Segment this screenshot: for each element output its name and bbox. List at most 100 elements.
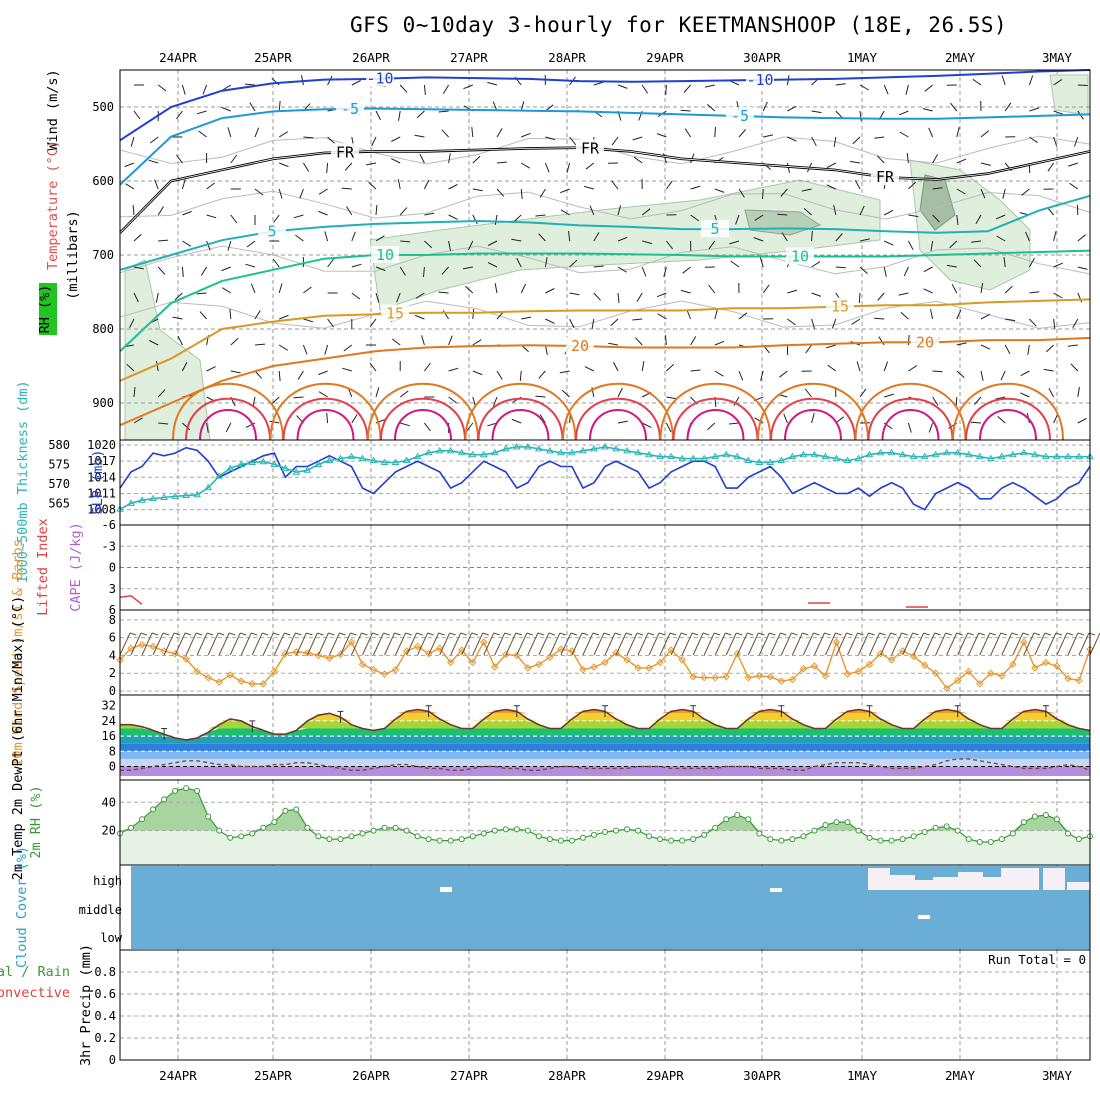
wind-barb [391, 338, 401, 346]
thickness-marker [512, 442, 521, 450]
surface-wind-barb [670, 632, 682, 656]
rh-marker [458, 836, 465, 843]
surface-wind-barb [758, 632, 770, 656]
surface-wind-barb [394, 632, 401, 636]
wind-barb [318, 370, 328, 376]
wind-barb [714, 340, 725, 346]
contour-label-bg [701, 220, 729, 238]
wind-barb [149, 340, 159, 346]
temperature-contour [952, 382, 1064, 441]
wind-barb [714, 126, 716, 138]
surface-wind-barb [471, 632, 478, 636]
wind-barb [907, 422, 912, 433]
thickness-marker [391, 458, 400, 465]
wind-barb [956, 370, 965, 378]
surface-wind-barb [593, 632, 605, 656]
wind-barb [206, 366, 216, 372]
surface-wind-barb [317, 632, 324, 636]
thickness-marker [1008, 450, 1017, 458]
wind-barb [1069, 182, 1079, 190]
rh-marker [216, 827, 223, 834]
surface-wind-barb [802, 632, 809, 636]
wind-barb [318, 391, 328, 398]
rh-marker [513, 826, 520, 833]
wind-speed-marker [546, 653, 554, 661]
wind-barb [344, 162, 353, 171]
axis-title-thickness: 1000~500mb Thickness (dm) [15, 380, 31, 583]
surface-wind-barb [262, 632, 274, 656]
wind-barb [230, 337, 239, 346]
rh-marker [205, 813, 212, 820]
temperature-band [120, 766, 1090, 776]
surface-wind-barb [427, 632, 434, 636]
li-tick-label: 6 [109, 603, 116, 617]
surface-wind-barb [769, 632, 781, 656]
surface-wind-barb [130, 632, 142, 656]
rh-marker [712, 824, 719, 831]
wind-barb [559, 370, 570, 374]
thickness-marker [733, 452, 742, 460]
wind-barb [684, 128, 692, 138]
rh-contour [119, 245, 1091, 275]
rh-marker [590, 831, 597, 838]
surface-wind-barb [571, 632, 583, 656]
wind-barb [923, 266, 933, 273]
contour-label-bg [726, 107, 754, 125]
wind-speed-marker [667, 646, 675, 654]
surface-wind-barb [251, 632, 258, 636]
temperature-contour [672, 397, 759, 441]
wind-barb [299, 188, 304, 199]
surface-wind-barb [1056, 632, 1068, 656]
surface-wind-barb [647, 632, 655, 636]
surface-wind-barb [824, 632, 831, 636]
wind-speed-marker [557, 645, 565, 653]
surface-wind-barb [262, 632, 269, 636]
wind-barb [513, 214, 522, 223]
wind-barb [539, 414, 546, 424]
wind-speed-marker [634, 664, 642, 672]
wind-speed-marker [700, 673, 708, 682]
wind-barb [560, 188, 570, 194]
wind-barb [421, 335, 425, 346]
cloud-field [131, 866, 1090, 949]
rh-marker [954, 827, 961, 834]
wind-barb [714, 309, 718, 320]
thickness-marker [590, 444, 598, 452]
temperature-contour [380, 397, 466, 441]
wind-barb [1021, 188, 1030, 196]
wind-barb [666, 363, 675, 372]
wind-speed-marker [513, 651, 521, 660]
wind-speed-marker [215, 678, 223, 686]
surface-wind-barb [284, 632, 296, 656]
surface-wind-barb [636, 632, 644, 636]
wind-speed-marker [766, 673, 775, 681]
thickness-marker [920, 452, 929, 460]
thickness-marker [612, 444, 620, 452]
thickness-marker [821, 452, 830, 460]
surface-wind-barb [935, 632, 947, 656]
rh-marker [1042, 812, 1049, 819]
thickness-marker [898, 450, 907, 458]
surface-wind-barb [747, 632, 754, 636]
wind-barb [787, 318, 796, 326]
rh-marker [392, 824, 399, 831]
wind-barb [560, 209, 570, 216]
cloud-gap [1043, 868, 1065, 890]
surface-wind-barb [395, 632, 407, 656]
thickness-marker [887, 448, 896, 456]
thickness-marker [931, 450, 940, 458]
wind-barb [859, 205, 865, 216]
rh-marker [987, 838, 994, 845]
axis-title-slp: SLP (mb) [90, 449, 106, 514]
wind-speed-marker [854, 667, 863, 676]
rh-marker [822, 821, 829, 828]
thickness-marker [479, 450, 488, 458]
wind-barb [196, 292, 207, 295]
thickness-marker [711, 452, 720, 460]
rh-contour [119, 135, 1091, 165]
wind-speed-line [119, 639, 1091, 690]
date-label-top: 27APR [450, 50, 488, 65]
wind-barb [544, 257, 548, 268]
rh-marker [183, 785, 190, 792]
wind-barb [302, 344, 308, 355]
